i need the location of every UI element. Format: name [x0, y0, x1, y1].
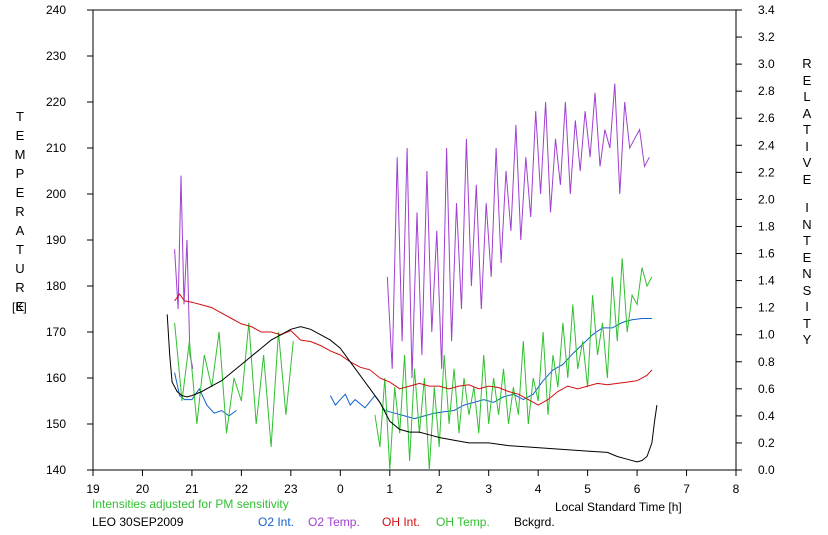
- left-axis-unit: [K]: [12, 300, 27, 314]
- right-tick-label: 1.0: [758, 328, 775, 342]
- right-axis-letter: V: [802, 155, 812, 170]
- left-tick-label: 180: [46, 279, 66, 293]
- x-tick-label: 0: [337, 482, 344, 496]
- left-axis-letter: M: [14, 147, 26, 162]
- right-tick-label: 0.2: [758, 436, 775, 450]
- left-tick-label: 220: [46, 95, 66, 109]
- left-axis-letter: E: [15, 185, 25, 200]
- right-axis-letter: A: [802, 105, 812, 121]
- right-axis-letter: I: [805, 200, 809, 215]
- series-lines: [166, 83, 658, 471]
- left-axis-letter: A: [15, 223, 25, 238]
- right-axis-letter: I: [805, 299, 809, 314]
- x-tick-label: 5: [584, 482, 591, 496]
- right-axis-letter: T: [803, 233, 811, 248]
- left-axis-letter: E: [15, 299, 25, 314]
- right-tick-label: 3.2: [758, 30, 775, 44]
- right-tick-label: 0.0: [758, 463, 775, 477]
- right-axis-letter: T: [803, 315, 811, 331]
- legend-item: O2 Temp.: [308, 515, 360, 529]
- legend-item: OH Temp.: [436, 515, 490, 529]
- right-tick-label: 2.8: [758, 84, 775, 98]
- x-tick-label: 4: [535, 482, 542, 496]
- right-axis-letter: L: [803, 89, 811, 104]
- left-axis-letter: R: [15, 280, 25, 295]
- right-axis-letter: R: [802, 56, 812, 71]
- right-tick-label: 1.6: [758, 247, 775, 261]
- left-axis-letter: P: [15, 166, 25, 181]
- series-line-oh-int-: [174, 293, 653, 406]
- station-date: LEO 30SEP2009: [92, 515, 184, 529]
- left-tick-label: 170: [46, 325, 66, 339]
- x-tick-label: 6: [634, 482, 641, 496]
- x-tick-label: 22: [235, 482, 249, 496]
- x-axis-ticks: 19 20 21 22 23 0 1 2 3 4 5 6 7 8: [86, 470, 740, 496]
- series-line-bckgrd-: [166, 314, 658, 463]
- x-tick-label: 8: [733, 482, 740, 496]
- right-axis-ticks: 0.0 0.2 0.4 0.6 0.8 1.0 1.2 1.4 1.6 1.8 2.0 2.2 2.4 2…: [736, 3, 775, 477]
- left-axis-letter: U: [15, 261, 25, 276]
- right-tick-label: 3.0: [758, 57, 775, 71]
- legend-item: Bckgrd.: [514, 515, 555, 529]
- left-axis-letter: E: [15, 128, 25, 143]
- right-tick-label: 3.4: [758, 3, 775, 17]
- right-axis-letter: T: [803, 122, 811, 137]
- right-axis-letter: E: [802, 72, 812, 88]
- series-line-o2-temp-: [174, 83, 650, 379]
- x-tick-label: 19: [86, 482, 100, 496]
- right-axis-letter: N: [802, 266, 812, 281]
- right-axis-letter: S: [802, 282, 812, 298]
- right-tick-label: 2.2: [758, 165, 775, 179]
- left-axis-letter: T: [16, 109, 24, 124]
- x-tick-label: 21: [185, 482, 199, 496]
- right-tick-label: 0.4: [758, 409, 775, 423]
- left-tick-label: 140: [46, 463, 66, 477]
- left-tick-label: 200: [46, 187, 66, 201]
- left-axis-letter: T: [16, 242, 24, 257]
- legend-item: O2 Int.: [258, 515, 295, 529]
- left-tick-label: 190: [46, 233, 66, 247]
- left-tick-label: 230: [46, 49, 66, 63]
- pm-sensitivity-note: Intensities adjusted for PM sensitivity: [92, 497, 289, 511]
- right-axis-letter: N: [802, 216, 812, 232]
- right-tick-label: 2.4: [758, 138, 775, 152]
- x-tick-label: 20: [136, 482, 150, 496]
- right-tick-label: 1.2: [758, 301, 775, 315]
- left-tick-label: 160: [46, 371, 66, 385]
- right-tick-label: 1.8: [758, 219, 775, 233]
- right-tick-label: 2.0: [758, 192, 775, 206]
- legend-item: OH Int.: [382, 515, 421, 529]
- x-tick-label: 3: [485, 482, 492, 496]
- x-axis-label: Local Standard Time [h]: [555, 500, 682, 514]
- plot-frame: [92, 9, 737, 471]
- series-line-oh-temp-: [174, 258, 653, 471]
- right-axis-letter: I: [805, 138, 809, 154]
- x-tick-label: 7: [683, 482, 690, 496]
- left-tick-label: 210: [46, 141, 66, 155]
- left-tick-label: 150: [46, 417, 66, 431]
- x-tick-label: 2: [436, 482, 443, 496]
- left-axis-letter: R: [15, 204, 25, 219]
- left-tick-label: 240: [46, 3, 66, 17]
- x-tick-label: 1: [386, 482, 393, 496]
- right-tick-label: 2.6: [758, 111, 775, 125]
- right-tick-label: 0.8: [758, 355, 775, 369]
- left-axis-ticks: 140 150 160 170 180 190 200 210 220 230 240: [46, 3, 93, 477]
- right-tick-label: 0.6: [758, 382, 775, 396]
- right-axis-letter: Y: [802, 332, 812, 347]
- x-tick-label: 23: [284, 482, 298, 496]
- right-axis-letter: E: [802, 249, 812, 265]
- right-tick-label: 1.4: [758, 274, 775, 288]
- right-axis-letter: E: [802, 171, 812, 187]
